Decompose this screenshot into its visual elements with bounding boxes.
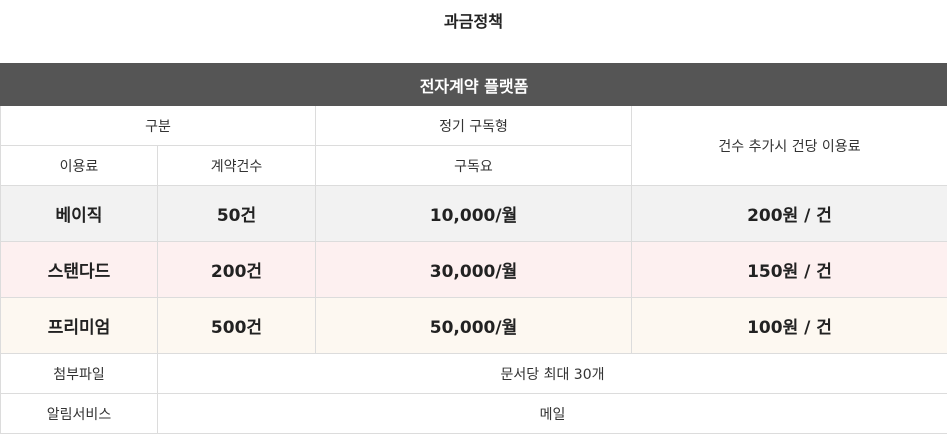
plan-contracts: 200건 xyxy=(157,241,316,298)
plan-extra-fee: 100원 / 건 xyxy=(631,297,947,354)
header-category: 구분 xyxy=(0,105,316,146)
plan-name: 베이직 xyxy=(0,185,158,242)
plan-row-standard: 스탠다드 200건 30,000/월 150원 / 건 xyxy=(0,241,947,298)
header-row-2: 이용료 계약건수 구독요 xyxy=(0,145,947,186)
plan-name: 프리미엄 xyxy=(0,297,158,354)
table-banner: 전자계약 플랫폼 xyxy=(0,63,947,106)
attachments-value: 문서당 최대 30개 xyxy=(157,353,947,394)
attachments-row: 첨부파일 문서당 최대 30개 xyxy=(0,353,947,394)
attachments-label: 첨부파일 xyxy=(0,353,158,394)
notification-value: 메일 xyxy=(157,393,947,434)
plan-price: 50,000/월 xyxy=(315,297,632,354)
pricing-table: 전자계약 플랫폼 구분 정기 구독형 건수 추가시 건당 이용료 이용료 계약건… xyxy=(0,63,947,434)
header-row-1: 구분 정기 구독형 건수 추가시 건당 이용료 xyxy=(0,105,947,186)
plan-row-basic: 베이직 50건 10,000/월 200원 / 건 xyxy=(0,185,947,242)
table-banner-row: 전자계약 플랫폼 xyxy=(0,63,947,106)
notification-row: 알림서비스 메일 xyxy=(0,393,947,434)
plan-name: 스탠다드 xyxy=(0,241,158,298)
header-subscription: 정기 구독형 xyxy=(315,105,632,146)
plan-price: 10,000/월 xyxy=(315,185,632,242)
header-subscription-fee: 구독요 xyxy=(315,145,632,186)
header-contracts: 계약건수 xyxy=(157,145,316,186)
plan-contracts: 50건 xyxy=(157,185,316,242)
header-extra-fee: 건수 추가시 건당 이용료 xyxy=(631,105,947,186)
page-title: 과금정책 xyxy=(444,12,503,31)
plan-extra-fee: 200원 / 건 xyxy=(631,185,947,242)
plan-extra-fee: 150원 / 건 xyxy=(631,241,947,298)
plan-price: 30,000/월 xyxy=(315,241,632,298)
notification-label: 알림서비스 xyxy=(0,393,158,434)
plan-contracts: 500건 xyxy=(157,297,316,354)
header-fee: 이용료 xyxy=(0,145,158,186)
plan-row-premium: 프리미엄 500건 50,000/월 100원 / 건 xyxy=(0,297,947,354)
